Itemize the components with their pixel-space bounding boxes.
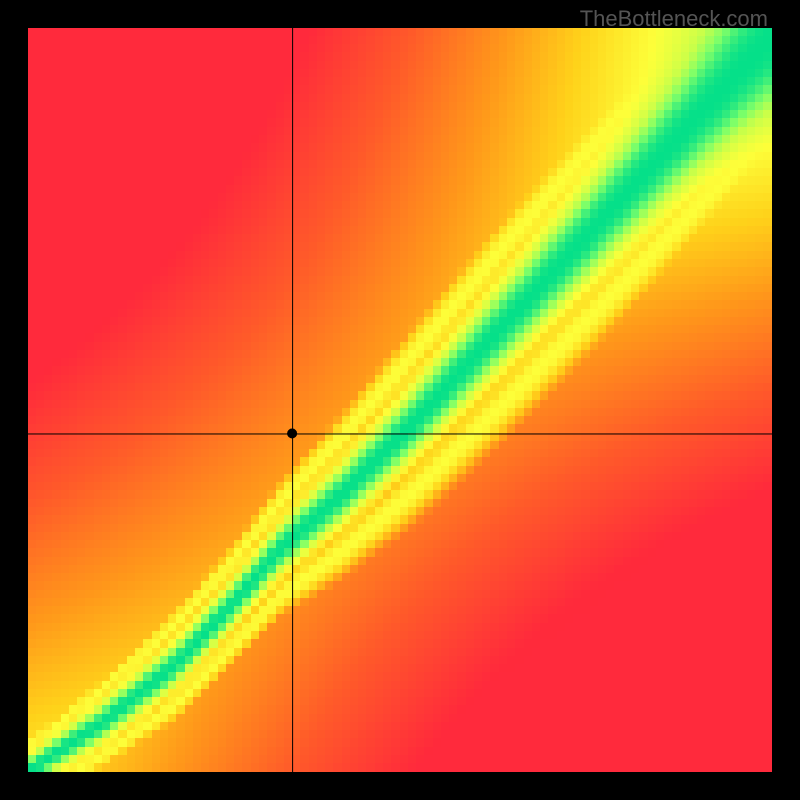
- watermark-text: TheBottleneck.com: [580, 6, 768, 32]
- bottleneck-heatmap: [28, 28, 772, 772]
- chart-frame: TheBottleneck.com: [0, 0, 800, 800]
